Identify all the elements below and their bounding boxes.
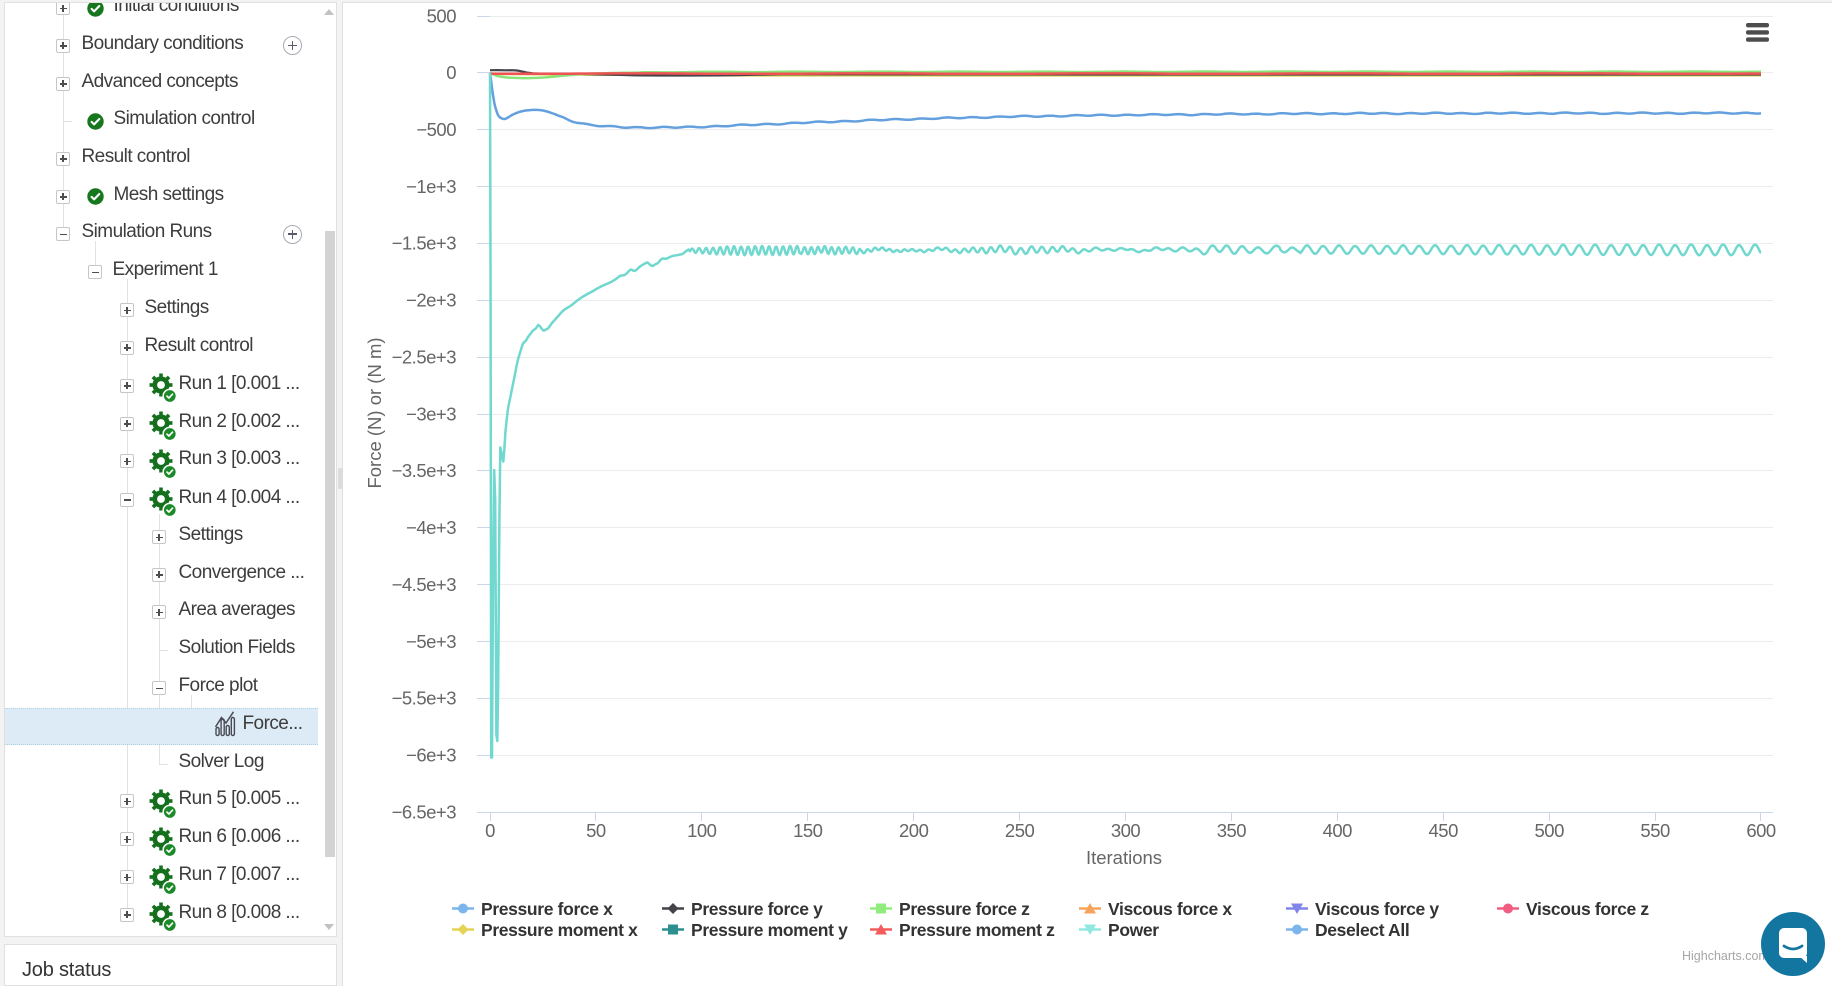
svg-text:−2e+3: −2e+3	[406, 290, 456, 311]
svg-text:150: 150	[793, 820, 823, 841]
svg-text:50: 50	[586, 820, 606, 841]
svg-text:Pressure force z: Pressure force z	[899, 899, 1030, 919]
svg-text:0: 0	[446, 62, 456, 83]
svg-text:Pressure moment x: Pressure moment x	[481, 920, 638, 940]
svg-text:Force (N) or (N m): Force (N) or (N m)	[364, 337, 385, 488]
svg-text:400: 400	[1323, 820, 1353, 841]
svg-text:500: 500	[1535, 820, 1565, 841]
svg-text:Pressure moment z: Pressure moment z	[899, 920, 1055, 940]
svg-text:100: 100	[687, 820, 717, 841]
svg-text:450: 450	[1429, 820, 1459, 841]
svg-text:Viscous force z: Viscous force z	[1526, 899, 1649, 919]
svg-text:−3.5e+3: −3.5e+3	[392, 460, 457, 481]
svg-text:250: 250	[1005, 820, 1035, 841]
svg-text:−4.5e+3: −4.5e+3	[392, 574, 457, 595]
svg-text:Deselect All: Deselect All	[1315, 920, 1409, 940]
svg-text:−5e+3: −5e+3	[406, 631, 456, 652]
svg-text:Power: Power	[1108, 920, 1159, 940]
svg-text:Pressure force x: Pressure force x	[481, 899, 613, 919]
svg-text:Highcharts.com: Highcharts.com	[1682, 949, 1769, 963]
svg-text:0: 0	[485, 820, 495, 841]
svg-text:−5.5e+3: −5.5e+3	[392, 688, 457, 709]
svg-text:Viscous force x: Viscous force x	[1108, 899, 1232, 919]
svg-text:Viscous force y: Viscous force y	[1315, 899, 1439, 919]
svg-text:−2.5e+3: −2.5e+3	[392, 347, 457, 368]
svg-text:200: 200	[899, 820, 929, 841]
svg-text:−6e+3: −6e+3	[406, 745, 456, 766]
svg-text:600: 600	[1746, 820, 1776, 841]
svg-text:−1e+3: −1e+3	[406, 176, 456, 197]
svg-text:−1.5e+3: −1.5e+3	[392, 233, 457, 254]
svg-text:300: 300	[1111, 820, 1141, 841]
svg-text:Iterations: Iterations	[1086, 847, 1162, 868]
svg-text:−3e+3: −3e+3	[406, 403, 456, 424]
svg-text:−500: −500	[416, 119, 456, 140]
svg-text:500: 500	[427, 5, 457, 26]
svg-text:550: 550	[1640, 820, 1670, 841]
svg-text:Pressure moment y: Pressure moment y	[691, 920, 848, 940]
svg-text:Pressure force y: Pressure force y	[691, 899, 823, 919]
svg-text:−4e+3: −4e+3	[406, 517, 456, 538]
svg-text:350: 350	[1217, 820, 1247, 841]
svg-text:−6.5e+3: −6.5e+3	[392, 801, 457, 822]
